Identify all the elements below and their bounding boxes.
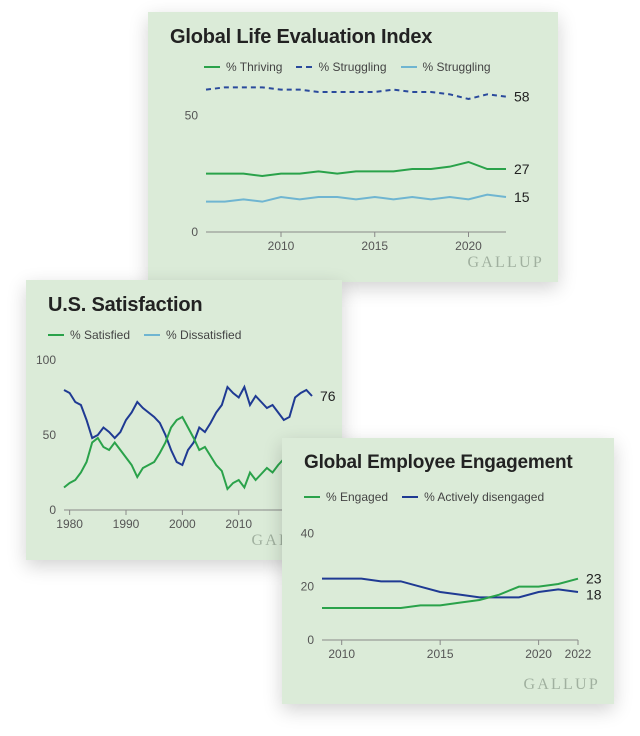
series-end-label: 23 xyxy=(586,571,602,587)
brand-logo: GALLUP xyxy=(523,676,600,694)
svg-text:1980: 1980 xyxy=(56,517,83,531)
series-line xyxy=(206,162,506,176)
chart-card-employee-engagement: Global Employee Engagement % Engaged% Ac… xyxy=(282,438,614,704)
svg-text:2022: 2022 xyxy=(565,647,592,661)
series-end-label: 27 xyxy=(514,161,530,177)
series-line xyxy=(206,87,506,99)
chart-plot: 0 50 2010 2015 2020 58 27 15 xyxy=(148,12,558,282)
svg-text:50: 50 xyxy=(43,428,57,442)
series-line xyxy=(322,579,578,598)
chart-plot: 0 20 40 2010 2015 2020 2022 2318 xyxy=(282,438,614,704)
svg-text:2015: 2015 xyxy=(361,239,388,253)
brand-logo: GALLUP xyxy=(467,254,544,272)
series-line xyxy=(206,195,506,202)
svg-text:0: 0 xyxy=(191,225,198,239)
svg-text:100: 100 xyxy=(36,353,56,367)
svg-text:2010: 2010 xyxy=(225,517,252,531)
series-end-label: 58 xyxy=(514,89,530,105)
svg-text:0: 0 xyxy=(49,503,56,517)
svg-text:2020: 2020 xyxy=(525,647,552,661)
series-end-label: 15 xyxy=(514,189,530,205)
svg-text:40: 40 xyxy=(301,526,315,540)
svg-text:2020: 2020 xyxy=(455,239,482,253)
series-end-label: 76 xyxy=(320,388,336,404)
svg-text:2010: 2010 xyxy=(328,647,355,661)
svg-text:1990: 1990 xyxy=(113,517,140,531)
chart-card-life-evaluation: Global Life Evaluation Index % Thriving%… xyxy=(148,12,558,282)
svg-text:2000: 2000 xyxy=(169,517,196,531)
svg-text:2010: 2010 xyxy=(268,239,295,253)
series-end-label: 18 xyxy=(586,587,602,603)
svg-text:20: 20 xyxy=(301,580,315,594)
svg-text:50: 50 xyxy=(185,108,199,122)
svg-text:2015: 2015 xyxy=(427,647,454,661)
series-line xyxy=(64,417,312,489)
chart-collage: Global Life Evaluation Index % Thriving%… xyxy=(0,0,640,736)
svg-text:0: 0 xyxy=(307,633,314,647)
